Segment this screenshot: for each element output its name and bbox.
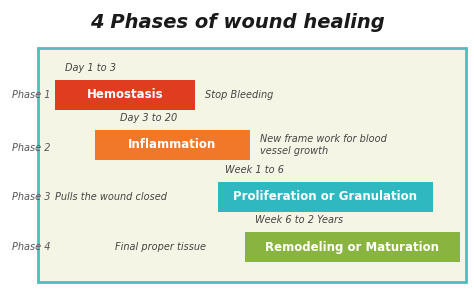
Text: Hemostasis: Hemostasis: [87, 88, 164, 101]
Text: Phase 1: Phase 1: [12, 90, 51, 100]
Bar: [55, 80, 195, 110]
Bar: [218, 182, 433, 212]
Bar: [38, 48, 466, 282]
Bar: [245, 232, 460, 262]
Text: Week 1 to 6: Week 1 to 6: [225, 165, 284, 175]
Text: Pulls the wound closed: Pulls the wound closed: [55, 192, 167, 202]
Bar: [95, 130, 250, 160]
Text: Phase 3: Phase 3: [12, 192, 51, 202]
Text: Phase 2: Phase 2: [12, 143, 51, 153]
Text: Stop Bleeding: Stop Bleeding: [205, 90, 273, 100]
Text: Final proper tissue: Final proper tissue: [115, 242, 206, 252]
Text: Day 3 to 20: Day 3 to 20: [120, 113, 177, 123]
Text: Proliferation or Granulation: Proliferation or Granulation: [234, 191, 418, 203]
Text: Remodeling or Maturation: Remodeling or Maturation: [265, 240, 439, 253]
Text: 4 Phases of wound healing: 4 Phases of wound healing: [90, 13, 384, 31]
Text: Week 6 to 2 Years: Week 6 to 2 Years: [255, 215, 343, 225]
Text: Day 1 to 3: Day 1 to 3: [65, 63, 116, 73]
Text: Phase 4: Phase 4: [12, 242, 51, 252]
Text: Inflammation: Inflammation: [128, 138, 217, 151]
Text: New frame work for blood
vessel growth: New frame work for blood vessel growth: [260, 134, 387, 156]
